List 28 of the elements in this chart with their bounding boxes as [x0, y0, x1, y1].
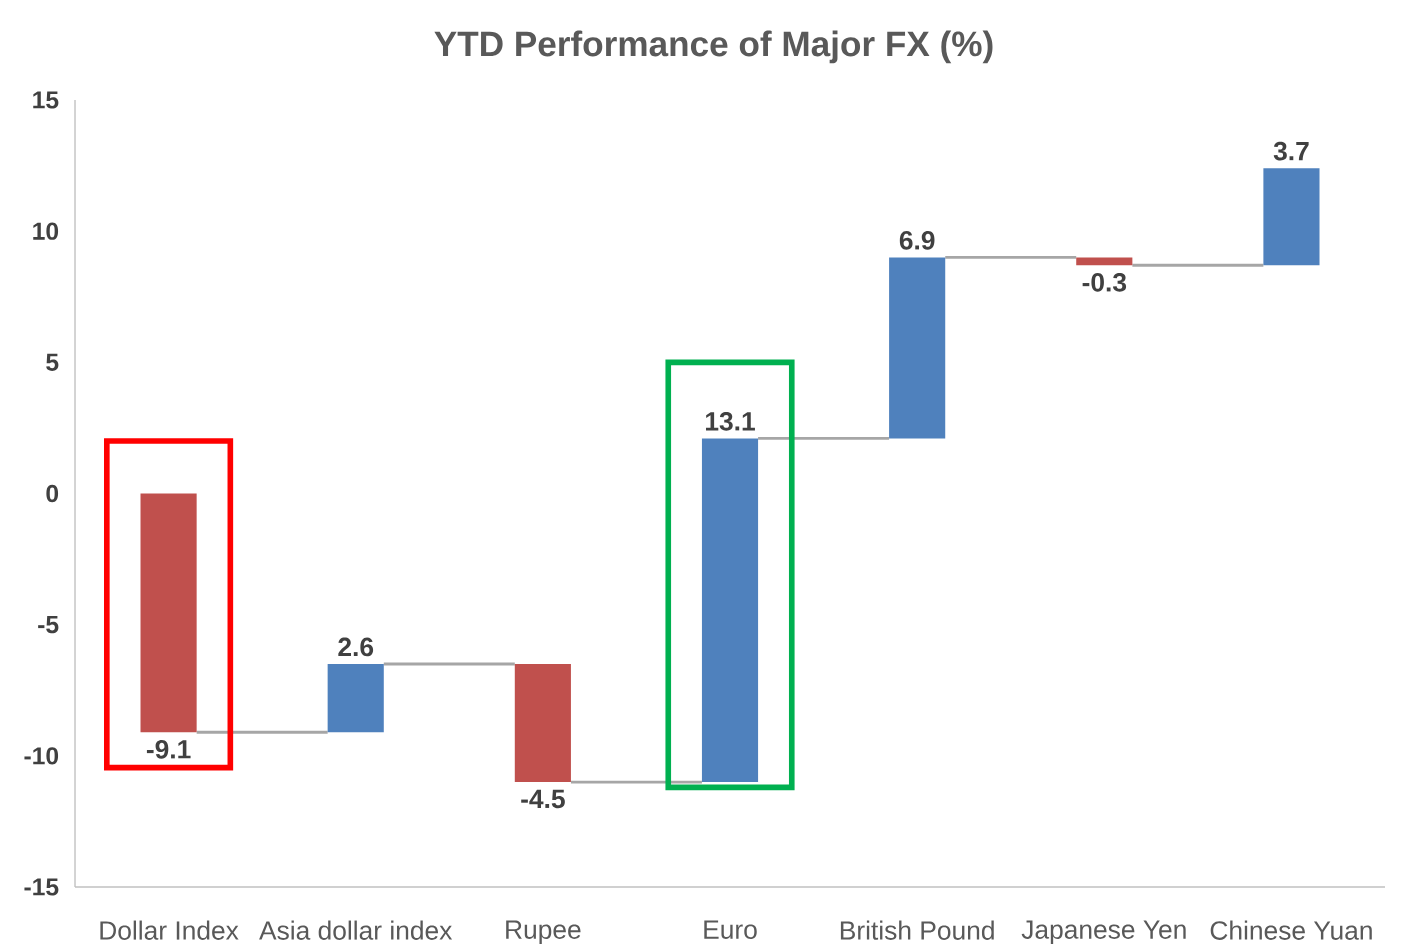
- bar: [889, 257, 946, 439]
- data-label: -9.1: [146, 739, 191, 759]
- x-tick-label: Dollar Index: [100, 920, 239, 940]
- x-tick-label: Chinese Yuan: [1210, 920, 1372, 940]
- data-label: 13.1: [706, 411, 755, 431]
- x-tick-label: Euro: [704, 920, 757, 939]
- y-tick-label: 10: [33, 222, 59, 240]
- data-label: 2.6: [338, 637, 374, 657]
- chart-title: YTD Performance of Major FX (%): [434, 30, 993, 64]
- bar: [1076, 257, 1133, 266]
- bar: [140, 493, 197, 733]
- y-tick-label: -10: [24, 747, 59, 765]
- data-label: -0.3: [1082, 273, 1127, 292]
- y-tick-label: 5: [46, 353, 59, 371]
- bar: [1263, 168, 1320, 266]
- bar: [514, 664, 571, 783]
- x-tick-label: Japanese Yen: [1021, 920, 1186, 945]
- x-tick-label: Asia dollar index: [259, 920, 453, 940]
- bar: [327, 664, 384, 733]
- x-tick-label: Rupee: [506, 920, 581, 945]
- data-label: 6.9: [899, 231, 935, 250]
- y-tick-label: -5: [38, 616, 59, 634]
- data-label: -4.5: [521, 789, 565, 809]
- x-tick-label: British Pound: [840, 920, 994, 940]
- y-tick-label: -15: [24, 878, 59, 896]
- y-tick-label: 0: [46, 484, 59, 503]
- y-tick-label: 15: [33, 91, 59, 109]
- data-label: 3.7: [1273, 141, 1309, 161]
